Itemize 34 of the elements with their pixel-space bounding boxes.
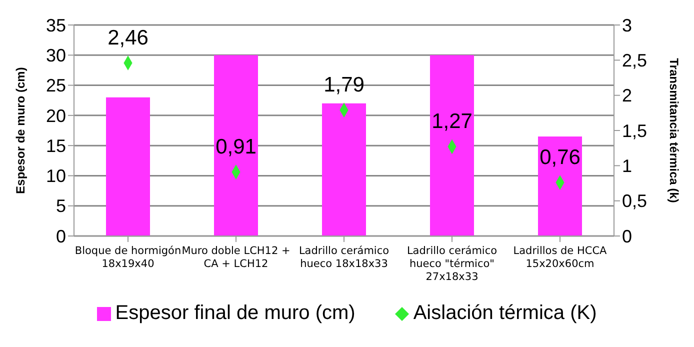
legend-label: Espesor final de muro (cm) [115,302,356,325]
data-label: 2,46 [108,26,148,50]
bar [322,103,366,236]
y-tick-label: 0 [56,226,66,246]
data-label: 0,76 [540,146,580,170]
y2-tick-label: 1,5 [622,120,648,141]
bar [538,136,582,236]
x-tick-label: Ladrillos de HCCA 15x20x60cm [513,245,608,270]
y-tick-label: 5 [56,196,66,216]
legend-label: Aislación térmica (K) [413,302,597,325]
x-tick-label: Muro doble LCH12 + CA + LCH12 [182,245,290,270]
y-tick-label: 30 [46,46,66,66]
x-tick-label: Ladrillo cerámico hueco "térmico" 27x18x33 [406,245,498,283]
y2-axis-title: Transmitancia térmica (k) [666,58,681,203]
bar [106,97,150,236]
y-axis-title: Espesor de muro (cm) [13,67,28,194]
y2-tick-label: 1 [622,156,632,176]
x-tick-label: Ladrillo cerámico hueco 18x18x33 [298,245,390,270]
y2-tick-label: 0,5 [622,191,648,212]
data-label: 1,79 [324,74,364,97]
y-tick-label: 20 [46,106,66,126]
y-tick-label: 15 [46,136,66,156]
y-tick-label: 10 [46,166,66,186]
y2-tick-label: 2,5 [622,50,648,71]
y2-tick-label: 0 [622,226,632,246]
data-label: 1,27 [432,110,472,134]
bar [214,55,258,236]
x-tick-label: Bloque de hormigón 18x19x40 [74,245,182,270]
y2-tick-label: 2 [622,86,632,106]
y-tick-label: 25 [46,76,66,96]
y-tick-label: 35 [46,15,66,36]
data-label: 0,91 [216,135,256,158]
bar [430,55,474,236]
y2-tick-label: 3 [622,15,632,36]
